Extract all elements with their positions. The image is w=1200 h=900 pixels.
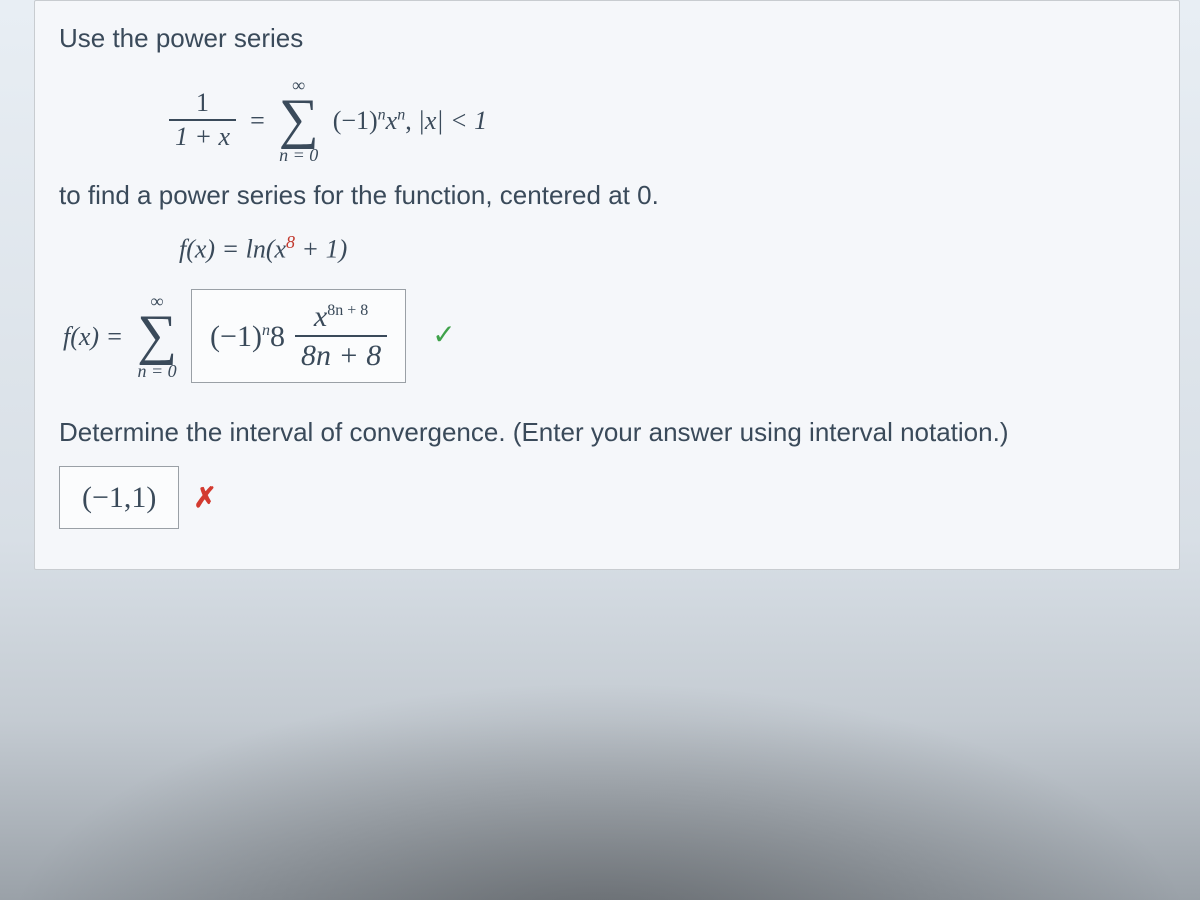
- ans-neg1-exp: n: [262, 322, 270, 339]
- answer-2-input[interactable]: (−1,1): [59, 466, 179, 529]
- ans-x: x: [314, 300, 327, 333]
- ans-8: 8: [270, 320, 285, 353]
- target-sup-8: 8: [286, 232, 295, 252]
- answer-sigma: ∞ ∑ n = 0: [137, 292, 177, 380]
- question-card: Use the power series 1 1 + x = ∞ ∑ n = 0…: [34, 0, 1180, 570]
- convergence-condition: |x| < 1: [418, 101, 487, 140]
- sigma-symbol: ∑: [279, 94, 319, 144]
- target-rhs: + 1): [295, 235, 347, 264]
- answer-1-input[interactable]: (−1)n8 x8n + 8 8n + 8: [191, 289, 406, 383]
- target-lhs: f(x) = ln(x: [179, 235, 286, 264]
- target-function: f(x) = ln(x8 + 1): [179, 229, 1155, 269]
- equals-sign: =: [250, 101, 265, 140]
- answer-frac-num: x8n + 8: [308, 300, 374, 335]
- sigma-operator: ∞ ∑ n = 0: [279, 76, 319, 164]
- given-series-equation: 1 1 + x = ∞ ∑ n = 0 (−1)nxn, |x| < 1: [169, 76, 1155, 164]
- answer-term-1: (−1)n8: [210, 314, 285, 359]
- term-base: (−1)nxn,: [333, 101, 412, 140]
- ans-neg1: (−1): [210, 320, 262, 353]
- term-exp-n: n: [378, 106, 386, 123]
- check-icon: ✓: [432, 315, 455, 357]
- answer-1-lhs: f(x) =: [63, 317, 123, 356]
- term-comma: ,: [405, 106, 412, 135]
- answer-2-row: (−1,1) ✗: [59, 466, 1155, 529]
- answer-sigma-lower: n = 0: [138, 362, 177, 380]
- lhs-fraction: 1 1 + x: [169, 89, 236, 152]
- interval-prompt: Determine the interval of convergence. (…: [59, 413, 1155, 452]
- lhs-denominator: 1 + x: [169, 121, 236, 152]
- answer-1-row: f(x) = ∞ ∑ n = 0 (−1)n8 x8n + 8 8n + 8 ✓: [63, 289, 1155, 383]
- ans-x-exp: 8n + 8: [327, 302, 368, 319]
- sigma-lower: n = 0: [279, 146, 318, 164]
- term-paren: (−1): [333, 106, 378, 135]
- prompt-line-1: Use the power series: [59, 19, 1155, 58]
- prompt-line-2: to find a power series for the function,…: [59, 176, 1155, 215]
- series-term: (−1)nxn, |x| < 1: [333, 101, 487, 140]
- answer-frac-den: 8n + 8: [295, 337, 387, 372]
- lhs-numerator: 1: [190, 89, 215, 120]
- answer-fraction: x8n + 8 8n + 8: [295, 300, 387, 372]
- cross-icon: ✗: [193, 477, 216, 519]
- vignette-overlay: [0, 680, 1200, 900]
- answer-sigma-symbol: ∑: [137, 310, 177, 360]
- term-x: x: [386, 106, 398, 135]
